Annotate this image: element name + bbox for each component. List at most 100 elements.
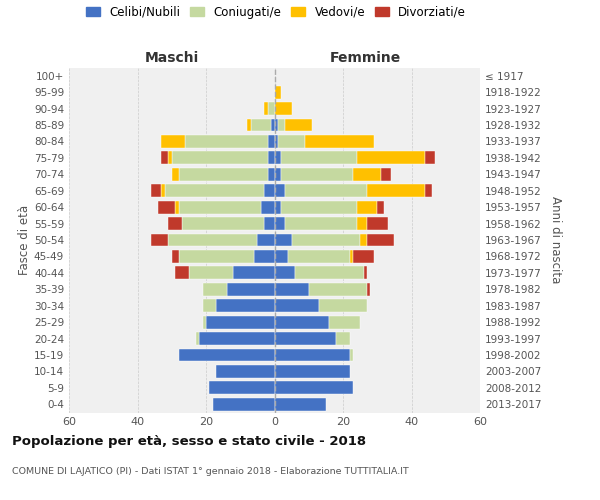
Bar: [196, 332, 199, 345]
Bar: [216, 300, 275, 312]
Bar: [199, 332, 275, 345]
Bar: [179, 168, 268, 180]
Y-axis label: Anni di nascita: Anni di nascita: [550, 196, 562, 284]
Bar: [292, 234, 360, 246]
Bar: [275, 86, 281, 98]
Bar: [189, 266, 233, 280]
Bar: [264, 184, 275, 197]
Bar: [169, 234, 257, 246]
Bar: [275, 152, 281, 164]
Bar: [275, 217, 285, 230]
Bar: [275, 283, 309, 296]
Bar: [356, 200, 377, 213]
Bar: [275, 168, 281, 180]
Bar: [175, 266, 189, 280]
Text: Maschi: Maschi: [145, 51, 199, 65]
Bar: [367, 217, 388, 230]
Bar: [353, 250, 374, 263]
Bar: [179, 348, 275, 362]
Bar: [251, 118, 271, 132]
Bar: [165, 184, 264, 197]
Bar: [161, 184, 165, 197]
Bar: [364, 266, 367, 280]
Bar: [377, 200, 384, 213]
Bar: [268, 102, 275, 115]
Bar: [213, 398, 275, 410]
Bar: [216, 365, 275, 378]
Bar: [380, 168, 391, 180]
Bar: [172, 168, 179, 180]
Bar: [275, 398, 326, 410]
Bar: [151, 234, 169, 246]
Bar: [288, 250, 350, 263]
Bar: [172, 250, 179, 263]
Bar: [278, 118, 285, 132]
Bar: [268, 152, 275, 164]
Bar: [151, 184, 161, 197]
Bar: [275, 234, 292, 246]
Bar: [275, 365, 350, 378]
Bar: [271, 118, 275, 132]
Bar: [350, 250, 353, 263]
Bar: [275, 382, 353, 394]
Bar: [309, 283, 367, 296]
Bar: [319, 300, 367, 312]
Bar: [367, 283, 370, 296]
Bar: [161, 135, 185, 148]
Bar: [425, 184, 432, 197]
Bar: [203, 316, 206, 328]
Bar: [275, 250, 288, 263]
Bar: [425, 152, 436, 164]
Y-axis label: Fasce di età: Fasce di età: [18, 205, 31, 275]
Bar: [233, 266, 275, 280]
Bar: [264, 217, 275, 230]
Bar: [206, 316, 275, 328]
Bar: [179, 250, 254, 263]
Bar: [261, 200, 275, 213]
Bar: [182, 217, 264, 230]
Bar: [254, 250, 275, 263]
Bar: [275, 266, 295, 280]
Bar: [275, 135, 278, 148]
Text: COMUNE DI LAJATICO (PI) - Dati ISTAT 1° gennaio 2018 - Elaborazione TUTTITALIA.I: COMUNE DI LAJATICO (PI) - Dati ISTAT 1° …: [12, 468, 409, 476]
Bar: [264, 102, 268, 115]
Bar: [275, 316, 329, 328]
Bar: [275, 118, 278, 132]
Bar: [268, 168, 275, 180]
Bar: [367, 184, 425, 197]
Bar: [305, 135, 374, 148]
Bar: [227, 283, 275, 296]
Bar: [353, 168, 380, 180]
Bar: [175, 200, 179, 213]
Bar: [275, 102, 292, 115]
Bar: [209, 382, 275, 394]
Bar: [356, 217, 367, 230]
Bar: [275, 184, 285, 197]
Bar: [275, 332, 336, 345]
Text: Popolazione per età, sesso e stato civile - 2018: Popolazione per età, sesso e stato civil…: [12, 435, 366, 448]
Bar: [350, 348, 353, 362]
Bar: [281, 168, 353, 180]
Bar: [158, 200, 175, 213]
Bar: [281, 152, 357, 164]
Bar: [336, 332, 350, 345]
Bar: [203, 283, 227, 296]
Bar: [285, 118, 312, 132]
Bar: [172, 152, 268, 164]
Bar: [275, 300, 319, 312]
Text: Femmine: Femmine: [329, 51, 401, 65]
Bar: [161, 152, 169, 164]
Bar: [169, 217, 182, 230]
Bar: [360, 234, 367, 246]
Legend: Celibi/Nubili, Coniugati/e, Vedovi/e, Divorziati/e: Celibi/Nubili, Coniugati/e, Vedovi/e, Di…: [81, 1, 471, 24]
Bar: [203, 300, 216, 312]
Bar: [281, 200, 357, 213]
Bar: [278, 135, 305, 148]
Bar: [356, 152, 425, 164]
Bar: [247, 118, 251, 132]
Bar: [367, 234, 394, 246]
Bar: [268, 135, 275, 148]
Bar: [169, 152, 172, 164]
Bar: [285, 184, 367, 197]
Bar: [275, 200, 281, 213]
